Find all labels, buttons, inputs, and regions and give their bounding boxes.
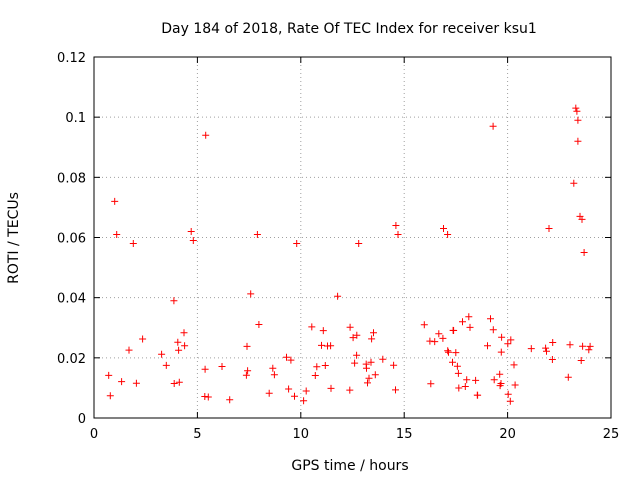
y-axis-label: ROTI / TECUs [6, 192, 22, 284]
y-axis-ticks: 0 0.02 0.04 0.06 0.08 0.1 0.12 [57, 51, 611, 427]
y-tick-label: 0.06 [57, 232, 86, 247]
y-tick-label: 0.08 [57, 171, 86, 186]
y-tick-label: 0.02 [57, 352, 86, 367]
y-tick-label: 0 [78, 412, 86, 427]
x-tick-label: 0 [90, 427, 98, 442]
x-axis-ticks: 0 5 10 15 20 25 [90, 57, 619, 442]
grid [94, 57, 611, 418]
data-points [105, 104, 594, 405]
y-tick-label: 0.1 [65, 111, 86, 126]
y-tick-label: 0.12 [57, 51, 86, 66]
x-tick-label: 10 [293, 427, 310, 442]
x-tick-label: 5 [193, 427, 201, 442]
roti-markers [105, 104, 594, 405]
chart-title: Day 184 of 2018, Rate Of TEC Index for r… [161, 21, 537, 37]
x-axis-label: GPS time / hours [291, 458, 408, 474]
plot-frame [93, 56, 612, 419]
x-tick-label: 20 [499, 427, 516, 442]
y-tick-label: 0.04 [57, 292, 86, 307]
x-tick-label: 25 [603, 427, 620, 442]
x-tick-label: 15 [396, 427, 413, 442]
